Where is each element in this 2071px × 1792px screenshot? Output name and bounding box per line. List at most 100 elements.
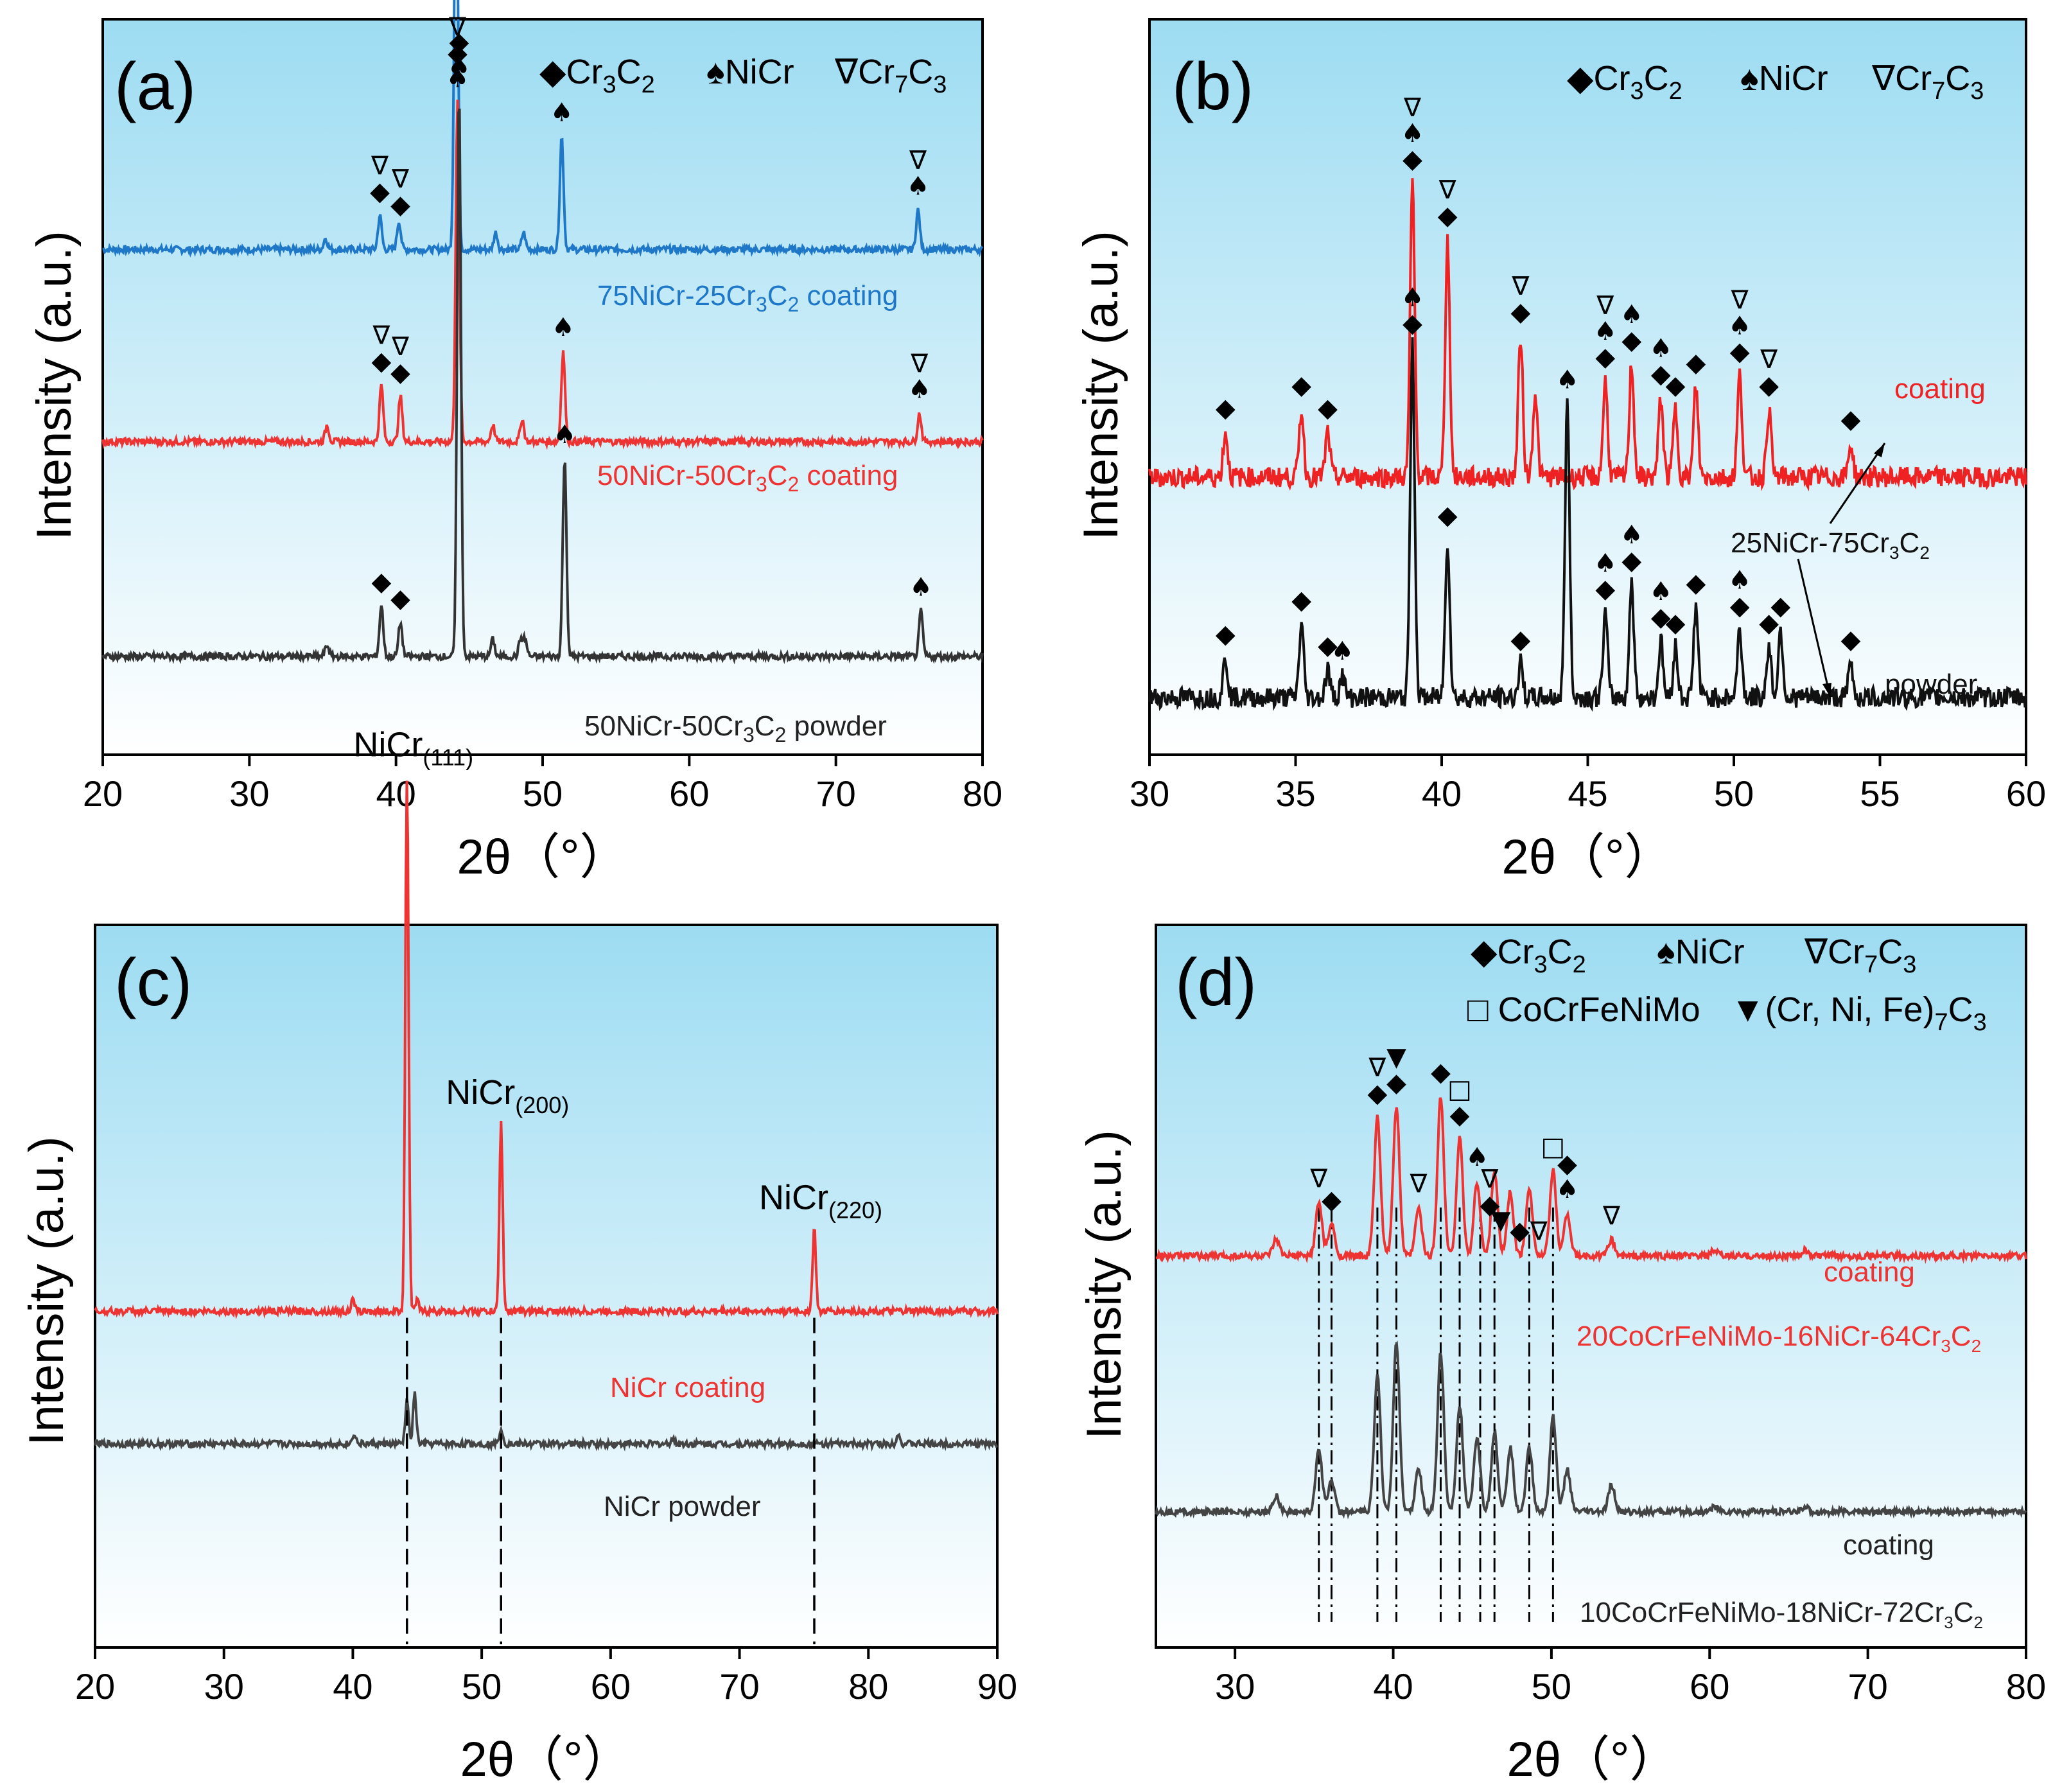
peak-marker: ♠: [552, 313, 575, 342]
series-label-d1: coating: [1824, 1256, 1915, 1288]
peak-marker: ∇: [1368, 1053, 1386, 1083]
series-line-c-1: [94, 1391, 999, 1452]
peak-marker: ♠: [1649, 577, 1672, 606]
peak-marker: ∇: [1410, 1170, 1428, 1199]
legend-item-cr3c2-d: ◆Cr3C2: [1471, 933, 1586, 978]
plot-area-c: [94, 924, 999, 1649]
peak-marker: ♠: [1556, 365, 1579, 394]
x-tick-label: 50: [523, 773, 563, 814]
series-label-d1b: 20CoCrFeNiMo-16NiCr-64Cr3C2: [1577, 1321, 1981, 1356]
x-ticks-d: 30 40 50 60 70 80: [1215, 1647, 2046, 1707]
series-group-c: [94, 780, 999, 1452]
annotation-arrow-1: [1829, 443, 1886, 524]
peak-marker: ∇: [1309, 1164, 1327, 1193]
peak-marker: ♠: [1465, 1143, 1489, 1172]
x-tick-label: 40: [1422, 773, 1462, 814]
series-label-d2b: 10CoCrFeNiMo-18NiCr-72Cr3C2: [1580, 1597, 1983, 1632]
peak-marker: ◆: [1510, 625, 1530, 654]
x-tick-label: 50: [1714, 773, 1754, 814]
x-axis-label-a: 2θ（°）: [457, 830, 629, 884]
peak-marker: ◆: [1841, 625, 1861, 654]
peak-marker: ◆: [1595, 342, 1615, 372]
peak-marker: ◆: [1621, 326, 1641, 355]
peak-marker: ◆: [1621, 546, 1641, 575]
panel-a: ◆∇◆∇♠◆∇♠♠∇◆∇◆∇♠◆∇♠♠∇◆◆♠◆♠♠ 20 30 40 50 60 70 8…: [27, 0, 1002, 884]
x-tick-label: 60: [669, 773, 709, 814]
peak-marker: ♠: [909, 573, 932, 602]
peak-marker: ◆: [1403, 145, 1422, 174]
peak-marker: ♠: [1620, 300, 1643, 329]
peak-marker: ♠: [1556, 1175, 1579, 1204]
series-line-d-1: [1155, 1340, 2027, 1520]
x-tick-label: 40: [333, 1666, 372, 1707]
peak-marker: ◆: [371, 347, 391, 376]
markers-group-c: NiCr(111)NiCr(200)NiCr(220): [353, 725, 882, 1644]
x-tick-label: 30: [1130, 773, 1169, 814]
x-tick-label: 80: [2006, 1666, 2046, 1707]
peak-marker: ♠: [446, 64, 469, 94]
series-label-c1: NiCr coating: [610, 1372, 765, 1403]
annotation-arrow-2: [1797, 558, 1831, 698]
x-tick-label: 30: [204, 1666, 244, 1707]
peak-marker: ◆: [1216, 393, 1236, 423]
x-tick-label: 50: [462, 1666, 502, 1707]
legend-item-cr3c2: ◆Cr3C2: [539, 53, 655, 98]
series-label-a3: 50NiCr-50Cr3C2 powder: [584, 710, 887, 746]
dashlines-group-d: [1318, 1208, 1554, 1622]
peak-marker: ◆: [1438, 501, 1458, 531]
annotation-arrowhead-1: [1874, 443, 1885, 457]
peak-marker: ∇: [371, 152, 389, 181]
legend-b: ◆Cr3C2 ♠NiCr ∇Cr7C3: [1567, 59, 1984, 105]
x-ticks-a: 20 30 40 50 60 70 80: [83, 755, 1002, 814]
peak-marker: □: [1447, 1075, 1472, 1104]
peak-marker: ◆: [1510, 297, 1530, 327]
peak-marker: ◆: [1686, 568, 1706, 598]
panel-d: ∇◆◆∇◆▼∇◆◆□♠◆∇▼◆ ∇□♠◆∇ 30 40 50 60 70 80 (d) ◆C…: [1077, 924, 2046, 1787]
series-group-a: [101, 0, 984, 665]
x-axis-label-c: 2θ（°）: [460, 1732, 632, 1787]
peak-marker: ♠: [1649, 334, 1672, 364]
peak-marker: ∇: [1596, 291, 1614, 321]
y-axis-label-d: Intensity (a.u.): [1077, 1130, 1132, 1439]
x-tick-label: 60: [591, 1666, 631, 1707]
legend-item-cr7c3-d: ∇Cr7C3: [1804, 933, 1916, 978]
x-tick-label: 60: [2006, 773, 2046, 814]
peak-marker: ◆: [1666, 371, 1686, 400]
x-tick-label: 40: [376, 773, 416, 814]
series-line-b-0: [1148, 178, 2027, 492]
peak-marker: ◆: [449, 27, 469, 57]
legend-item-nicr: ♠NiCr: [706, 53, 794, 91]
peak-marker: ◆: [1770, 591, 1790, 620]
series-label-a2: 50NiCr-50Cr3C2 coating: [597, 460, 898, 496]
peak-marker: ♠: [553, 420, 576, 450]
peak-marker: ◆: [370, 177, 390, 207]
plot-area-a: [101, 18, 984, 756]
peak-marker: ∇: [1602, 1202, 1620, 1231]
series-line-a-0: [102, 0, 984, 258]
peak-marker: ◆: [1651, 360, 1671, 389]
peak-marker: ∇: [909, 146, 927, 175]
peak-marker: ♠: [550, 98, 573, 127]
peak-marker: ◆: [1368, 1079, 1388, 1109]
peak-marker: ◆: [448, 39, 468, 68]
x-tick-label: 20: [83, 773, 123, 814]
peak-marker: ∇: [1438, 175, 1456, 205]
peak-marker: ∇: [448, 13, 466, 42]
x-axis-label-b: 2θ（°）: [1502, 830, 1673, 884]
peak-marker: ▼: [1386, 1042, 1406, 1072]
legend-item-nicr-d: ♠NiCr: [1657, 933, 1745, 971]
markers-group-b: ◆◆◆◆♠∇◆∇◆∇◆♠∇◆♠◆♠◆◆ ◆♠∇◆∇◆◆◆◆♠◆♠◆◆♠◆♠ ◆♠◆♠…: [1216, 93, 1861, 666]
peak-label: NiCr(111): [353, 725, 473, 770]
peak-marker: ♠: [1728, 565, 1751, 595]
x-tick-label: 50: [1532, 1666, 1571, 1707]
peak-marker: ◆: [1480, 1190, 1499, 1220]
peak-marker: ∇: [391, 332, 409, 362]
peak-marker: ◆: [1557, 1149, 1577, 1179]
peak-marker: ◆: [1322, 1186, 1341, 1215]
peak-marker: ▼: [1491, 1206, 1511, 1235]
x-tick-label: 30: [1215, 1666, 1255, 1707]
y-axis-label-c: Intensity (a.u.): [19, 1136, 74, 1446]
series-label-a1: 75NiCr-25Cr3C2 coating: [597, 280, 898, 316]
peak-marker: ◆: [1730, 591, 1750, 620]
x-ticks-b: 30 35 40 45 50 55 60: [1130, 755, 2046, 814]
